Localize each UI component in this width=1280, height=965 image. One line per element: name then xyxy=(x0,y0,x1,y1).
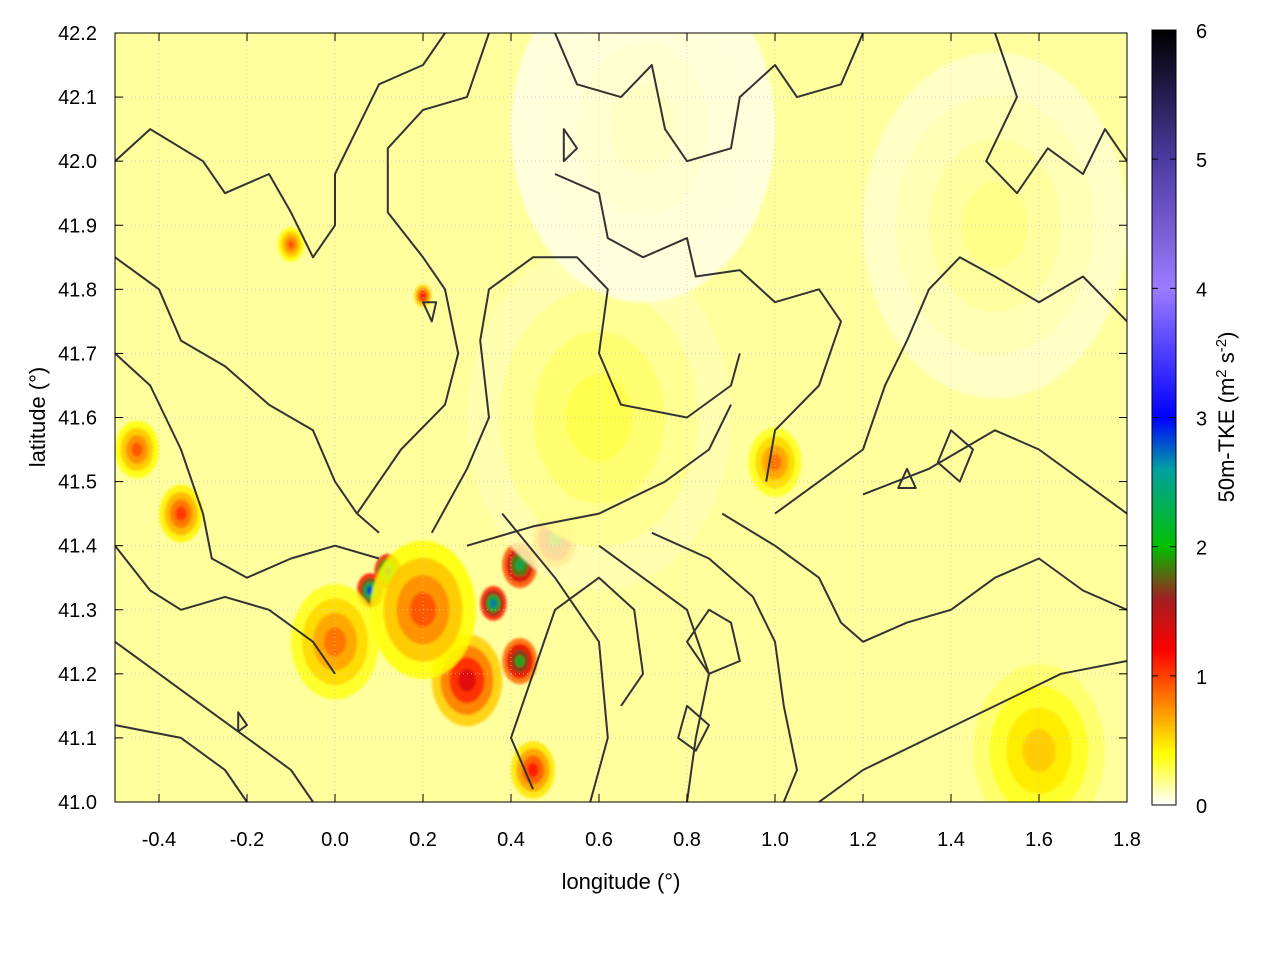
y-tick-label: 42.1 xyxy=(58,87,97,109)
y-tick-label: 41.8 xyxy=(58,279,97,301)
colorbar-tick-label: 5 xyxy=(1196,150,1207,172)
colorbar-tick-label: 2 xyxy=(1196,538,1207,560)
contour-line xyxy=(510,576,644,790)
tke-hotspot xyxy=(527,762,539,778)
contour-loop xyxy=(686,608,741,675)
contour-line xyxy=(115,545,336,675)
colorbar-label-sup1: 2 xyxy=(1213,369,1230,377)
tke-hotspot xyxy=(490,599,497,608)
x-tick-label: 0.0 xyxy=(321,829,349,851)
contour-loop xyxy=(677,704,710,752)
x-tick-label: 1.4 xyxy=(937,829,965,851)
contour-line xyxy=(774,256,1127,515)
colorbar-tick-label: 1 xyxy=(1196,667,1207,689)
x-tick-label: 1.2 xyxy=(849,829,877,851)
x-tick-label: 1.0 xyxy=(761,829,789,851)
colorbar-ticks: 0 1 2 3 4 5 6 xyxy=(1152,21,1207,818)
x-tick-label: 0.8 xyxy=(673,829,701,851)
x-axis-label: longitude (°) xyxy=(562,869,681,894)
x-tick-label: 0.2 xyxy=(409,829,437,851)
contour-loop xyxy=(237,711,248,733)
contour-line xyxy=(721,512,1127,643)
x-tick-label: -0.2 xyxy=(230,829,264,851)
y-tick-label: 41.1 xyxy=(58,728,97,750)
colorbar-tick-label: 4 xyxy=(1196,279,1207,301)
y-tick-label: 41.2 xyxy=(58,664,97,686)
contour-line xyxy=(356,33,490,515)
contour-line xyxy=(818,660,1127,802)
tke-hotspot xyxy=(1022,729,1056,773)
contour-line xyxy=(985,33,1127,195)
y-tick-label: 41.5 xyxy=(58,472,97,494)
colorbar-label-end: ) xyxy=(1214,332,1239,339)
grid-lines xyxy=(115,33,1127,802)
contour-line xyxy=(115,33,446,259)
y-tick-label: 42.2 xyxy=(58,23,97,45)
contour-line xyxy=(115,640,314,802)
y-tick-label: 41.9 xyxy=(58,215,97,237)
y-tick-label: 42.0 xyxy=(58,151,97,173)
colorbar-label-main: 50m-TKE (m xyxy=(1214,378,1239,503)
tke-hotspot xyxy=(610,85,676,173)
contour-line xyxy=(115,352,380,579)
contour-line xyxy=(554,33,864,163)
contour-loop xyxy=(897,467,917,489)
x-tick-label: 0.4 xyxy=(497,829,525,851)
y-tick-label: 41.4 xyxy=(58,536,97,558)
tke-field xyxy=(115,33,1127,802)
colorbar-tick-label: 3 xyxy=(1196,409,1207,431)
contour-line xyxy=(651,531,798,802)
colorbar-label-mid: s xyxy=(1214,352,1239,369)
x-axis-ticks: -0.4 -0.2 0.0 0.2 0.4 0.6 0.8 1.0 1.2 1.4 1.6 1.8 xyxy=(142,33,1141,851)
y-axis-ticks: 41.0 41.1 41.2 41.3 41.4 41.5 41.6 41.7 41.8 41.9… xyxy=(58,23,1127,814)
tke-hotspot xyxy=(420,292,426,299)
contour-loop xyxy=(422,301,438,323)
contour-line xyxy=(862,429,1127,515)
colorbar-label-sup2: -2 xyxy=(1213,339,1230,352)
contour-line xyxy=(115,724,248,802)
contour-loop xyxy=(562,128,578,163)
y-tick-label: 41.3 xyxy=(58,600,97,622)
tke-hotspot xyxy=(515,559,525,571)
contour-line xyxy=(554,173,842,482)
x-tick-label: 1.8 xyxy=(1113,829,1141,851)
colorbar-label: 50m-TKE (m2 s-2) xyxy=(1213,332,1240,503)
contour-line xyxy=(501,512,609,802)
tke-hotspot xyxy=(175,506,187,521)
x-tick-label: -0.4 xyxy=(142,829,176,851)
y-tick-label: 41.7 xyxy=(58,343,97,365)
y-tick-label: 41.6 xyxy=(58,408,97,430)
x-tick-label: 1.6 xyxy=(1025,829,1053,851)
tke-hotspot xyxy=(458,668,476,692)
tke-hotspot xyxy=(131,442,143,457)
y-tick-label: 41.0 xyxy=(58,792,97,814)
tke-hotspot xyxy=(768,453,782,472)
tke-hotspot xyxy=(287,240,295,249)
y-axis-label: latitude (°) xyxy=(25,367,50,468)
colorbar-tick-label: 6 xyxy=(1196,21,1207,43)
contour-loop xyxy=(936,429,974,483)
contour-line xyxy=(430,256,741,534)
terrain-contours xyxy=(115,33,1127,802)
tke-hotspot xyxy=(515,655,525,667)
contour-line xyxy=(466,404,732,547)
x-tick-label: 0.6 xyxy=(585,829,613,851)
colorbar-tick-label: 0 xyxy=(1196,796,1207,818)
contour-line xyxy=(115,256,380,534)
